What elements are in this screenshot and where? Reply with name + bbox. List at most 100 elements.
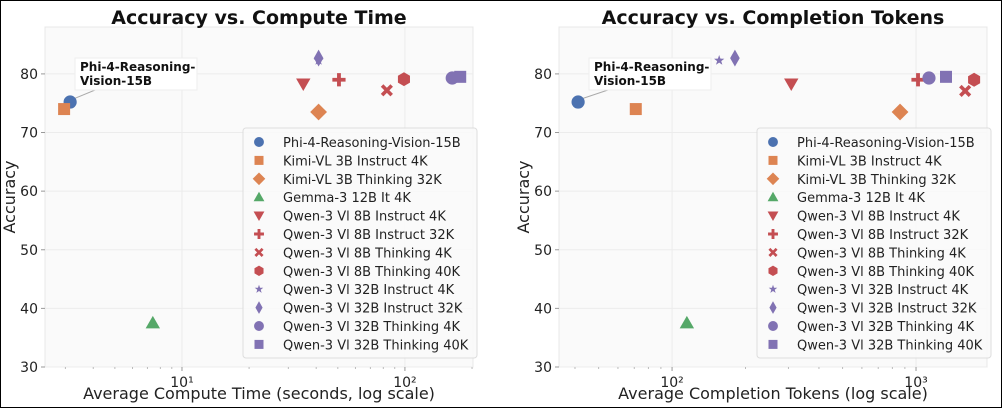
point-qwen-3-vl-8b-thinking-40k bbox=[397, 72, 410, 87]
legend-label: Gemma-3 12B It 4K bbox=[283, 191, 411, 206]
legend-label: Qwen-3 Vl 32B Instruct 32K bbox=[283, 302, 463, 317]
legend-label: Phi-4-Reasoning-Vision-15B bbox=[797, 136, 975, 151]
legend-label: Kimi-VL 3B Instruct 4K bbox=[283, 154, 428, 169]
legend-label: Qwen-3 Vl 8B Thinking 4K bbox=[283, 246, 452, 261]
y-tick-label: 30 bbox=[20, 360, 38, 376]
point-qwen-3-vl-8b-instruct-32k bbox=[332, 73, 346, 87]
legend-marker-qwen-3-vl-32b-instruct-4k bbox=[254, 284, 264, 293]
y-tick-label: 80 bbox=[534, 67, 552, 83]
legend-marker-qwen-3-vl-8b-thinking-4k bbox=[768, 247, 778, 257]
point-qwen-3-vl-32b-thinking-40k bbox=[940, 70, 953, 83]
y-tick-label: 80 bbox=[20, 67, 38, 83]
annotation-text: Vision-15B bbox=[594, 74, 666, 88]
legend-label: Kimi-VL 3B Thinking 32K bbox=[797, 173, 956, 188]
legend-label: Gemma-3 12B It 4K bbox=[797, 191, 925, 206]
point-kimi-vl-3b-thinking-32k bbox=[891, 103, 909, 121]
point-phi-4-reasoning-vision-15b bbox=[571, 95, 585, 109]
legend-box bbox=[756, 127, 992, 359]
legend-label: Qwen-3 Vl 8B Instruct 4K bbox=[797, 210, 960, 225]
legend-marker-qwen-3-vl-32b-instruct-4k bbox=[768, 284, 778, 293]
legend-marker-phi-4-reasoning-vision-15b bbox=[768, 137, 778, 147]
legend-label: Qwen-3 Vl 32B Instruct 4K bbox=[283, 283, 455, 298]
legend-marker-kimi-vl-3b-thinking-32k bbox=[766, 172, 780, 186]
legend-label: Qwen-3 Vl 32B Thinking 4K bbox=[797, 320, 974, 335]
legend-marker-qwen-3-vl-32b-instruct-32k bbox=[255, 301, 263, 314]
legend-marker-kimi-vl-3b-thinking-32k bbox=[252, 172, 266, 186]
point-qwen-3-vl-8b-thinking-4k bbox=[959, 84, 972, 97]
legend-label: Qwen-3 Vl 8B Instruct 32K bbox=[797, 228, 969, 243]
legend-marker-qwen-3-vl-8b-instruct-4k bbox=[767, 211, 779, 221]
point-qwen-3-vl-32b-instruct-32k bbox=[730, 49, 740, 67]
point-kimi-vl-3b-instruct-4k bbox=[629, 103, 642, 116]
chart-title: Accuracy vs. Compute Time bbox=[111, 7, 406, 29]
legend-label: Qwen-3 Vl 32B Instruct 32K bbox=[797, 302, 977, 317]
point-qwen-3-vl-8b-instruct-4k bbox=[296, 78, 311, 92]
legend-marker-qwen-3-vl-8b-thinking-40k bbox=[254, 265, 264, 277]
legend-label: Qwen-3 Vl 8B Thinking 4K bbox=[797, 246, 966, 261]
legend-label: Kimi-VL 3B Thinking 32K bbox=[283, 173, 442, 188]
point-gemma-3-12b-it-4k bbox=[145, 315, 161, 329]
legend-marker-gemma-3-12b-it-4k bbox=[253, 191, 265, 202]
point-qwen-3-vl-8b-thinking-4k bbox=[380, 84, 393, 97]
legend-label: Qwen-3 Vl 8B Instruct 32K bbox=[283, 228, 455, 243]
legend-label: Qwen-3 Vl 32B Thinking 40K bbox=[283, 338, 469, 353]
legend-marker-qwen-3-vl-32b-thinking-4k bbox=[254, 321, 264, 331]
annotation-box bbox=[74, 57, 198, 91]
x-tick-label: 10² bbox=[660, 375, 683, 391]
point-kimi-vl-3b-instruct-4k bbox=[58, 103, 71, 116]
annotation-text: Vision-15B bbox=[80, 74, 152, 88]
point-qwen-3-vl-32b-instruct-4k bbox=[714, 55, 725, 65]
legend-marker-qwen-3-vl-8b-instruct-4k bbox=[253, 211, 265, 221]
legend-marker-qwen-3-vl-32b-thinking-40k bbox=[254, 339, 264, 349]
legend-marker-qwen-3-vl-8b-instruct-32k bbox=[254, 229, 264, 239]
point-qwen-3-vl-32b-instruct-32k bbox=[313, 49, 324, 67]
legend-label: Qwen-3 Vl 8B Instruct 4K bbox=[283, 210, 446, 225]
legend-label: Qwen-3 Vl 32B Thinking 4K bbox=[283, 320, 460, 335]
point-qwen-3-vl-8b-thinking-40k bbox=[968, 72, 981, 87]
x-tick-label: 10¹ bbox=[170, 375, 193, 391]
y-tick-label: 50 bbox=[20, 243, 38, 259]
x-tick-label: 10³ bbox=[904, 375, 927, 391]
chart-panel-1: 30 40 50 60 70 80 10¹ 10² Accuracy vs. Compute T… bbox=[0, 7, 478, 403]
y-tick-label: 70 bbox=[20, 126, 38, 142]
legend-label: Qwen-3 Vl 32B Thinking 40K bbox=[797, 338, 983, 353]
annotation-text: Phi-4-Reasoning- bbox=[80, 60, 195, 74]
annotation-box bbox=[588, 57, 712, 91]
legend-marker-qwen-3-vl-8b-instruct-32k bbox=[768, 229, 778, 239]
y-tick-label: 40 bbox=[20, 301, 38, 317]
legend-marker-qwen-3-vl-8b-thinking-4k bbox=[254, 247, 264, 257]
legend-label: Phi-4-Reasoning-Vision-15B bbox=[283, 136, 461, 151]
legend-marker-gemma-3-12b-it-4k bbox=[767, 191, 779, 202]
legend-marker-phi-4-reasoning-vision-15b bbox=[254, 137, 264, 147]
point-kimi-vl-3b-thinking-32k bbox=[310, 103, 327, 121]
y-tick-label: 60 bbox=[534, 184, 552, 200]
legend-marker-kimi-vl-3b-instruct-4k bbox=[768, 155, 778, 165]
x-axis-label: Average Completion Tokens (log scale) bbox=[618, 384, 928, 403]
y-tick-label: 30 bbox=[534, 360, 552, 376]
x-tick-label: 10² bbox=[393, 375, 416, 391]
legend-box bbox=[242, 127, 478, 359]
y-axis-label: Accuracy bbox=[514, 160, 533, 233]
y-tick-label: 40 bbox=[534, 301, 552, 317]
legend-label: Qwen-3 Vl 8B Thinking 40K bbox=[797, 265, 974, 280]
y-tick-label: 60 bbox=[20, 184, 38, 200]
legend-marker-qwen-3-vl-32b-thinking-4k bbox=[768, 321, 778, 331]
y-tick-label: 70 bbox=[534, 126, 552, 142]
point-qwen-3-vl-32b-thinking-4k bbox=[922, 71, 936, 85]
chart-panel-2: 30 40 50 60 70 80 10² 10³ Accuracy vs. Completio… bbox=[514, 7, 992, 403]
y-axis-label: Accuracy bbox=[0, 160, 19, 233]
point-qwen-3-vl-32b-thinking-40k bbox=[454, 70, 467, 83]
legend-label: Qwen-3 Vl 8B Thinking 40K bbox=[283, 265, 460, 280]
chart-title: Accuracy vs. Completion Tokens bbox=[602, 7, 945, 29]
legend-marker-kimi-vl-3b-instruct-4k bbox=[254, 155, 264, 165]
point-qwen-3-vl-8b-instruct-4k bbox=[784, 78, 799, 92]
legend-marker-qwen-3-vl-32b-instruct-32k bbox=[769, 301, 777, 314]
y-tick-label: 50 bbox=[534, 243, 552, 259]
legend-label: Qwen-3 Vl 32B Instruct 4K bbox=[797, 283, 969, 298]
annotation-text: Phi-4-Reasoning- bbox=[594, 60, 709, 74]
legend-marker-qwen-3-vl-8b-thinking-40k bbox=[768, 265, 778, 277]
point-gemma-3-12b-it-4k bbox=[679, 315, 695, 329]
x-axis-label: Average Compute Time (seconds, log scale… bbox=[83, 384, 435, 403]
legend-label: Kimi-VL 3B Instruct 4K bbox=[797, 154, 942, 169]
